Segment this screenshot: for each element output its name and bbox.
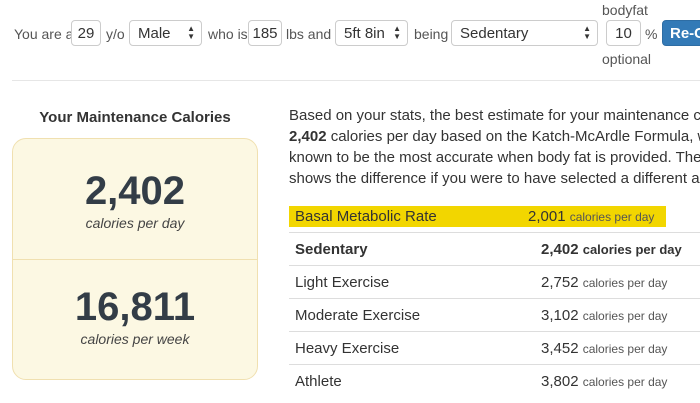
row-label: Basal Metabolic Rate (295, 207, 437, 225)
age-input[interactable]: 29 (71, 20, 101, 46)
row-value: 3,802 (541, 372, 579, 390)
select-arrows-icon: ▲ ▼ (393, 24, 401, 41)
recalculate-button[interactable]: Re-C (662, 20, 700, 46)
row-label: Light Exercise (289, 265, 529, 299)
row-value-cell: 3,102 calories per day (529, 298, 700, 332)
paragraph-line: shows the difference if you were to have… (289, 170, 700, 187)
table-row: Basal Metabolic Rate 2,001 calories per d… (289, 200, 700, 233)
yo-label: y/o (106, 26, 125, 42)
row-label: Athlete (289, 364, 529, 397)
weekly-calories-label: calories per week (80, 331, 190, 347)
row-value: 3,452 (541, 339, 579, 357)
row-value: 3,102 (541, 306, 579, 324)
divider (12, 80, 700, 81)
row-unit: calories per day (582, 241, 682, 257)
row-value-cell: 2,402 calories per day (529, 232, 700, 266)
row-unit: calories per day (582, 308, 668, 323)
being-label: being (414, 26, 449, 42)
paragraph-bold-calories: 2,402 (289, 128, 327, 145)
paragraph-line: 2,402 calories per day based on the Katc… (289, 126, 700, 147)
row-unit: calories per day (569, 209, 655, 224)
bmr-highlight: Basal Metabolic Rate 2,001 calories per d… (289, 205, 666, 227)
bodyfat-input[interactable]: 10 (606, 20, 641, 46)
activity-select[interactable]: Sedentary ▲ ▼ (451, 20, 598, 46)
card-divider (13, 259, 257, 260)
gender-value: Male (138, 24, 171, 42)
weight-input[interactable]: 185 (248, 20, 282, 46)
gender-select[interactable]: Male ▲ ▼ (129, 20, 202, 46)
row-label: Moderate Exercise (289, 298, 529, 332)
bodyfat-label: bodyfat (602, 2, 648, 18)
daily-calories-label: calories per day (85, 215, 185, 231)
optional-label: optional (602, 51, 652, 67)
row-value-cell: 3,802 calories per day (529, 364, 700, 397)
paragraph-line: Based on your stats, the best estimate f… (289, 107, 700, 124)
who-is-label: who is (208, 26, 248, 42)
activity-value: Sedentary (460, 24, 529, 42)
table-row: Athlete 3,802 calories per day (289, 364, 700, 397)
lbs-and-label: lbs and (286, 26, 332, 42)
daily-calories-value: 2,402 (84, 169, 186, 213)
row-value: 2,752 (541, 273, 579, 291)
you-are-label: You are a (14, 26, 74, 42)
percent-label: % (645, 26, 658, 42)
row-unit: calories per day (582, 341, 668, 356)
select-arrows-icon: ▲ ▼ (583, 24, 591, 41)
row-value: 2,001 (528, 207, 566, 225)
table-row: Moderate Exercise 3,102 calories per day (289, 298, 700, 332)
height-value: 5ft 8in (344, 24, 385, 42)
row-unit: calories per day (582, 374, 668, 389)
activity-table: Basal Metabolic Rate 2,001 calories per d… (289, 200, 700, 397)
row-value: 2,402 (541, 240, 579, 258)
select-arrows-icon: ▲ ▼ (187, 24, 195, 41)
row-unit: calories per day (582, 275, 668, 290)
height-select[interactable]: 5ft 8in ▲ ▼ (335, 20, 408, 46)
maintenance-title: Your Maintenance Calories (39, 109, 231, 126)
maintenance-card: 2,402 calories per day 16,811 calories p… (12, 138, 258, 380)
row-label: Sedentary (289, 232, 529, 266)
row-value-cell: 3,452 calories per day (529, 331, 700, 365)
row-label: Heavy Exercise (289, 331, 529, 365)
weekly-calories-value: 16,811 (74, 285, 196, 329)
paragraph-text: calories per day based on the Katch-McAr… (326, 128, 700, 145)
explanation-paragraph: Based on your stats, the best estimate f… (289, 105, 700, 189)
table-row: Sedentary 2,402 calories per day (289, 232, 700, 266)
paragraph-line: known to be the most accurate when body … (289, 149, 700, 166)
row-value-cell: 2,752 calories per day (529, 265, 700, 299)
table-row: Light Exercise 2,752 calories per day (289, 265, 700, 299)
table-row: Heavy Exercise 3,452 calories per day (289, 331, 700, 365)
